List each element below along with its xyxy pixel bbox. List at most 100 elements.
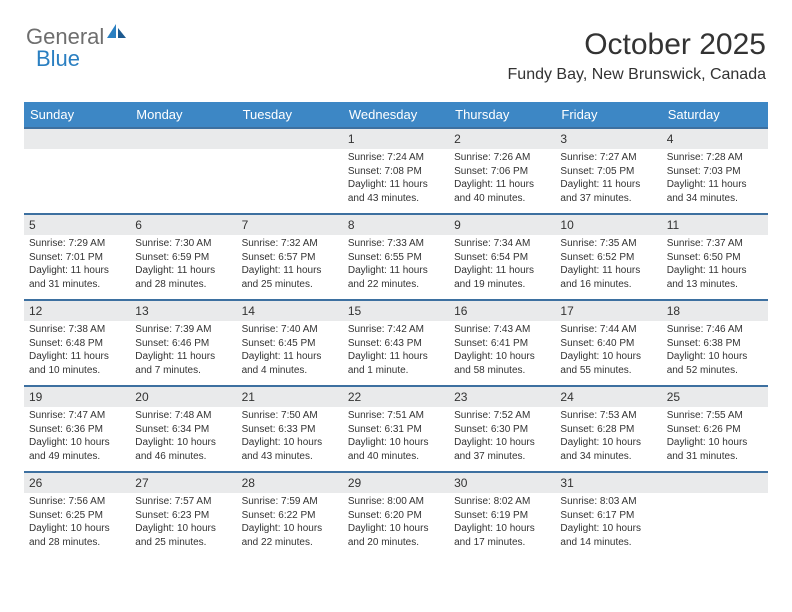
day-number: 11 <box>662 213 768 235</box>
calendar-day-cell: 15Sunrise: 7:42 AMSunset: 6:43 PMDayligh… <box>343 299 449 385</box>
day-number <box>237 127 343 149</box>
day-number: 19 <box>24 385 130 407</box>
calendar-day-cell: 24Sunrise: 7:53 AMSunset: 6:28 PMDayligh… <box>555 385 661 471</box>
calendar-day-cell: 12Sunrise: 7:38 AMSunset: 6:48 PMDayligh… <box>24 299 130 385</box>
day-content: Sunrise: 7:52 AMSunset: 6:30 PMDaylight:… <box>449 407 555 467</box>
day-content: Sunrise: 8:02 AMSunset: 6:19 PMDaylight:… <box>449 493 555 553</box>
day-number <box>24 127 130 149</box>
day-number: 5 <box>24 213 130 235</box>
day-content: Sunrise: 8:03 AMSunset: 6:17 PMDaylight:… <box>555 493 661 553</box>
calendar-day-cell <box>237 127 343 213</box>
day-content: Sunrise: 7:56 AMSunset: 6:25 PMDaylight:… <box>24 493 130 553</box>
day-content: Sunrise: 8:00 AMSunset: 6:20 PMDaylight:… <box>343 493 449 553</box>
day-number: 30 <box>449 471 555 493</box>
weekday-header: Monday <box>130 102 236 127</box>
day-content: Sunrise: 7:57 AMSunset: 6:23 PMDaylight:… <box>130 493 236 553</box>
day-content: Sunrise: 7:32 AMSunset: 6:57 PMDaylight:… <box>237 235 343 295</box>
calendar-day-cell: 22Sunrise: 7:51 AMSunset: 6:31 PMDayligh… <box>343 385 449 471</box>
calendar-day-cell: 25Sunrise: 7:55 AMSunset: 6:26 PMDayligh… <box>662 385 768 471</box>
day-number: 8 <box>343 213 449 235</box>
day-number: 3 <box>555 127 661 149</box>
day-content: Sunrise: 7:37 AMSunset: 6:50 PMDaylight:… <box>662 235 768 295</box>
calendar-body: 1Sunrise: 7:24 AMSunset: 7:08 PMDaylight… <box>24 127 768 557</box>
logo-text-blue-wrap: Blue <box>36 46 80 72</box>
day-number: 22 <box>343 385 449 407</box>
day-content: Sunrise: 7:47 AMSunset: 6:36 PMDaylight:… <box>24 407 130 467</box>
weekday-header: Thursday <box>449 102 555 127</box>
calendar-day-cell: 11Sunrise: 7:37 AMSunset: 6:50 PMDayligh… <box>662 213 768 299</box>
calendar-day-cell: 31Sunrise: 8:03 AMSunset: 6:17 PMDayligh… <box>555 471 661 557</box>
day-content: Sunrise: 7:35 AMSunset: 6:52 PMDaylight:… <box>555 235 661 295</box>
calendar-day-cell <box>130 127 236 213</box>
calendar-day-cell: 6Sunrise: 7:30 AMSunset: 6:59 PMDaylight… <box>130 213 236 299</box>
day-number: 23 <box>449 385 555 407</box>
calendar-day-cell: 10Sunrise: 7:35 AMSunset: 6:52 PMDayligh… <box>555 213 661 299</box>
weekday-header: Friday <box>555 102 661 127</box>
day-content: Sunrise: 7:42 AMSunset: 6:43 PMDaylight:… <box>343 321 449 381</box>
day-number: 26 <box>24 471 130 493</box>
day-content <box>237 149 343 205</box>
calendar-day-cell: 8Sunrise: 7:33 AMSunset: 6:55 PMDaylight… <box>343 213 449 299</box>
calendar-day-cell: 29Sunrise: 8:00 AMSunset: 6:20 PMDayligh… <box>343 471 449 557</box>
calendar-week-row: 1Sunrise: 7:24 AMSunset: 7:08 PMDaylight… <box>24 127 768 213</box>
day-content: Sunrise: 7:38 AMSunset: 6:48 PMDaylight:… <box>24 321 130 381</box>
day-content: Sunrise: 7:34 AMSunset: 6:54 PMDaylight:… <box>449 235 555 295</box>
logo-sail-icon <box>106 23 128 46</box>
day-number: 7 <box>237 213 343 235</box>
calendar-day-cell: 1Sunrise: 7:24 AMSunset: 7:08 PMDaylight… <box>343 127 449 213</box>
calendar-day-cell: 27Sunrise: 7:57 AMSunset: 6:23 PMDayligh… <box>130 471 236 557</box>
calendar-day-cell <box>24 127 130 213</box>
calendar-day-cell: 21Sunrise: 7:50 AMSunset: 6:33 PMDayligh… <box>237 385 343 471</box>
day-number: 17 <box>555 299 661 321</box>
day-number: 18 <box>662 299 768 321</box>
calendar-day-cell: 5Sunrise: 7:29 AMSunset: 7:01 PMDaylight… <box>24 213 130 299</box>
day-number: 4 <box>662 127 768 149</box>
calendar-day-cell: 18Sunrise: 7:46 AMSunset: 6:38 PMDayligh… <box>662 299 768 385</box>
calendar-day-cell: 20Sunrise: 7:48 AMSunset: 6:34 PMDayligh… <box>130 385 236 471</box>
calendar-day-cell: 14Sunrise: 7:40 AMSunset: 6:45 PMDayligh… <box>237 299 343 385</box>
weekday-header: Wednesday <box>343 102 449 127</box>
day-content <box>662 493 768 549</box>
day-number: 6 <box>130 213 236 235</box>
weekday-header-row: SundayMondayTuesdayWednesdayThursdayFrid… <box>24 102 768 127</box>
calendar-day-cell: 28Sunrise: 7:59 AMSunset: 6:22 PMDayligh… <box>237 471 343 557</box>
day-content: Sunrise: 7:44 AMSunset: 6:40 PMDaylight:… <box>555 321 661 381</box>
day-number: 15 <box>343 299 449 321</box>
day-content: Sunrise: 7:55 AMSunset: 6:26 PMDaylight:… <box>662 407 768 467</box>
day-number <box>130 127 236 149</box>
weekday-header: Saturday <box>662 102 768 127</box>
day-number: 24 <box>555 385 661 407</box>
day-number: 31 <box>555 471 661 493</box>
calendar-week-row: 26Sunrise: 7:56 AMSunset: 6:25 PMDayligh… <box>24 471 768 557</box>
day-content: Sunrise: 7:29 AMSunset: 7:01 PMDaylight:… <box>24 235 130 295</box>
day-content: Sunrise: 7:30 AMSunset: 6:59 PMDaylight:… <box>130 235 236 295</box>
logo-text-blue: Blue <box>36 46 80 71</box>
day-number: 16 <box>449 299 555 321</box>
day-content: Sunrise: 7:39 AMSunset: 6:46 PMDaylight:… <box>130 321 236 381</box>
day-content: Sunrise: 7:43 AMSunset: 6:41 PMDaylight:… <box>449 321 555 381</box>
calendar-day-cell: 16Sunrise: 7:43 AMSunset: 6:41 PMDayligh… <box>449 299 555 385</box>
day-content: Sunrise: 7:50 AMSunset: 6:33 PMDaylight:… <box>237 407 343 467</box>
day-content <box>130 149 236 205</box>
calendar-week-row: 12Sunrise: 7:38 AMSunset: 6:48 PMDayligh… <box>24 299 768 385</box>
calendar-week-row: 5Sunrise: 7:29 AMSunset: 7:01 PMDaylight… <box>24 213 768 299</box>
day-number: 29 <box>343 471 449 493</box>
calendar-day-cell: 9Sunrise: 7:34 AMSunset: 6:54 PMDaylight… <box>449 213 555 299</box>
day-number: 12 <box>24 299 130 321</box>
day-content: Sunrise: 7:51 AMSunset: 6:31 PMDaylight:… <box>343 407 449 467</box>
day-number: 21 <box>237 385 343 407</box>
calendar-day-cell <box>662 471 768 557</box>
day-content <box>24 149 130 205</box>
calendar-day-cell: 19Sunrise: 7:47 AMSunset: 6:36 PMDayligh… <box>24 385 130 471</box>
calendar-day-cell: 23Sunrise: 7:52 AMSunset: 6:30 PMDayligh… <box>449 385 555 471</box>
calendar-day-cell: 26Sunrise: 7:56 AMSunset: 6:25 PMDayligh… <box>24 471 130 557</box>
calendar-week-row: 19Sunrise: 7:47 AMSunset: 6:36 PMDayligh… <box>24 385 768 471</box>
calendar-day-cell: 2Sunrise: 7:26 AMSunset: 7:06 PMDaylight… <box>449 127 555 213</box>
calendar-table: SundayMondayTuesdayWednesdayThursdayFrid… <box>24 102 768 557</box>
day-content: Sunrise: 7:28 AMSunset: 7:03 PMDaylight:… <box>662 149 768 209</box>
calendar-day-cell: 4Sunrise: 7:28 AMSunset: 7:03 PMDaylight… <box>662 127 768 213</box>
calendar-day-cell: 7Sunrise: 7:32 AMSunset: 6:57 PMDaylight… <box>237 213 343 299</box>
day-content: Sunrise: 7:26 AMSunset: 7:06 PMDaylight:… <box>449 149 555 209</box>
day-number: 27 <box>130 471 236 493</box>
page-title: October 2025 <box>584 28 766 62</box>
